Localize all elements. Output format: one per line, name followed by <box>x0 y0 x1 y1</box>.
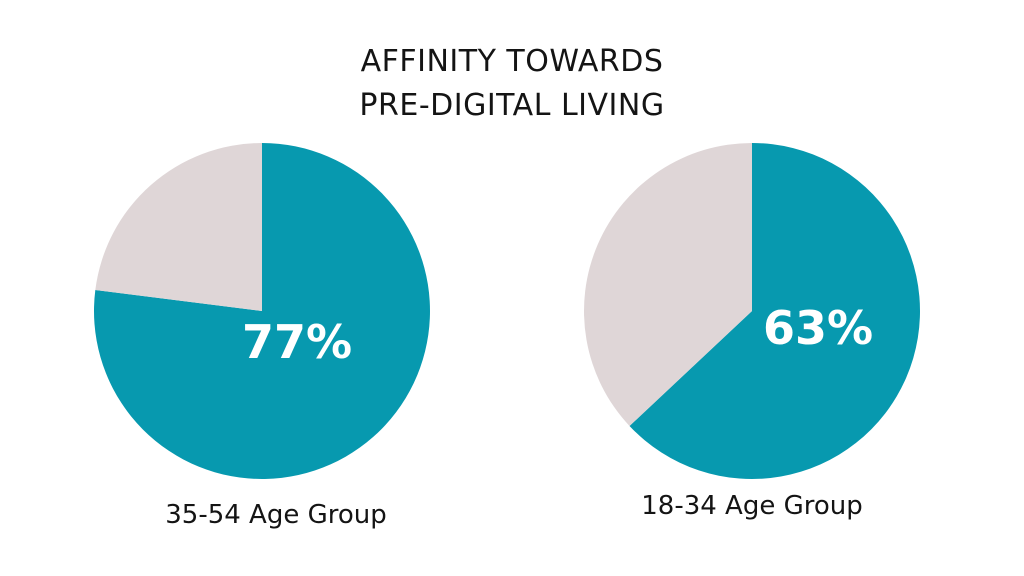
pie-chart-35-54: 77% 35-54 Age Group <box>93 142 430 530</box>
category-label-18-34: 18-34 Age Group <box>641 491 863 521</box>
chart-title-line-1: AFFINITY TOWARDS <box>360 44 664 79</box>
percent-label-35-54: 77% <box>242 315 352 369</box>
chart-title-line-2: PRE-DIGITAL LIVING <box>359 88 665 123</box>
percent-label-18-34: 63% <box>763 301 873 355</box>
pie-chart-18-34: 63% 18-34 Age Group <box>584 142 921 521</box>
pie-slice-remainder-35-54 <box>95 142 262 311</box>
pie-slice-affinity-35-54 <box>93 143 430 479</box>
pie-slice-affinity-18-34 <box>629 142 921 480</box>
pie-slice-remainder-18-34 <box>584 143 752 426</box>
category-label-35-54: 35-54 Age Group <box>165 500 387 530</box>
